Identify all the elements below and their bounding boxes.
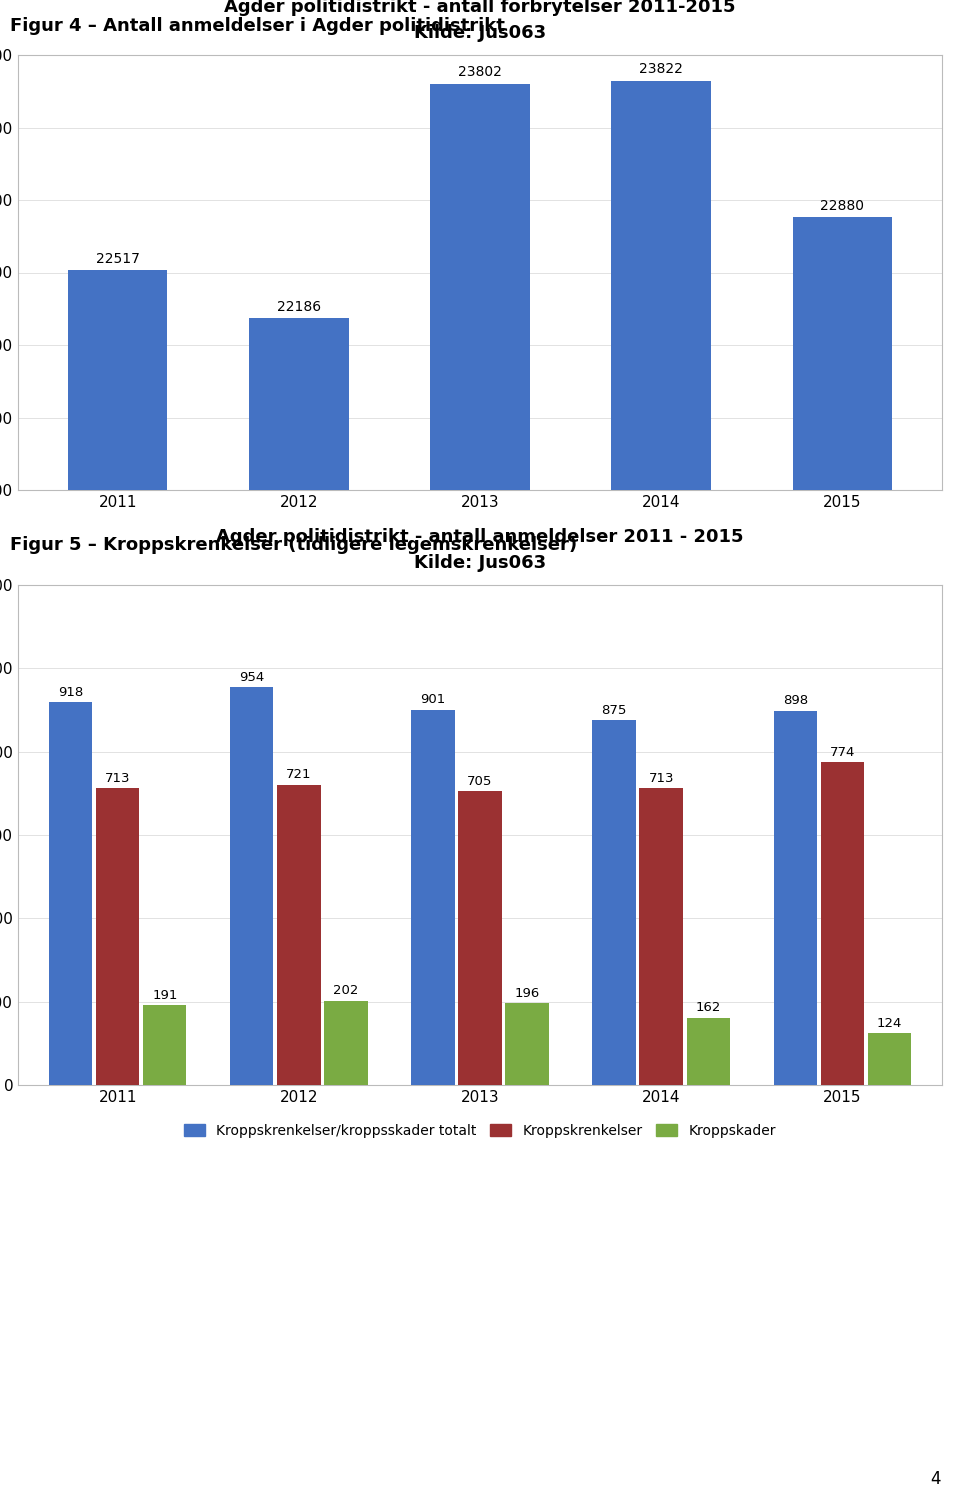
Bar bbox=[592, 720, 636, 1085]
Text: 4: 4 bbox=[930, 1470, 941, 1488]
Bar bbox=[277, 785, 321, 1085]
Legend: Kroppskrenkelser/kroppsskader totalt, Kroppskrenkelser, Kroppskader: Kroppskrenkelser/kroppsskader totalt, Kr… bbox=[179, 1118, 781, 1142]
Text: 22880: 22880 bbox=[821, 199, 864, 213]
Text: 23802: 23802 bbox=[458, 65, 502, 80]
Text: 898: 898 bbox=[782, 694, 807, 708]
Bar bbox=[230, 688, 274, 1085]
Text: 875: 875 bbox=[601, 705, 627, 717]
Bar bbox=[49, 703, 92, 1085]
Bar bbox=[686, 1017, 730, 1085]
Text: 721: 721 bbox=[286, 768, 312, 782]
Text: 196: 196 bbox=[515, 987, 540, 1000]
Bar bbox=[430, 83, 530, 1509]
Text: 954: 954 bbox=[239, 672, 264, 684]
Bar bbox=[458, 791, 502, 1085]
Bar bbox=[639, 788, 683, 1085]
Text: 713: 713 bbox=[105, 771, 131, 785]
Bar bbox=[868, 1034, 911, 1085]
Bar bbox=[324, 1000, 368, 1085]
Title: Agder politidistrikt - antall forbrytelser 2011-2015
Kilde: Jus063: Agder politidistrikt - antall forbrytels… bbox=[225, 0, 735, 42]
Text: 191: 191 bbox=[152, 988, 178, 1002]
Bar bbox=[821, 762, 864, 1085]
Bar bbox=[411, 709, 455, 1085]
Text: Figur 5 – Kroppskrenkelser (tidligere legemskrenkelser): Figur 5 – Kroppskrenkelser (tidligere le… bbox=[10, 536, 577, 554]
Text: 202: 202 bbox=[333, 984, 359, 997]
Text: 918: 918 bbox=[58, 687, 84, 699]
Bar bbox=[249, 318, 348, 1509]
Title: Agder politidistrikt - antall anmeldelser 2011 - 2015
Kilde: Jus063: Agder politidistrikt - antall anmeldelse… bbox=[216, 528, 744, 572]
Bar bbox=[143, 1005, 186, 1085]
Text: 774: 774 bbox=[829, 745, 855, 759]
Bar bbox=[774, 711, 817, 1085]
Text: 23822: 23822 bbox=[639, 62, 684, 77]
Text: 22517: 22517 bbox=[96, 252, 139, 266]
Text: 162: 162 bbox=[696, 1000, 721, 1014]
Bar bbox=[68, 270, 167, 1509]
Text: 901: 901 bbox=[420, 693, 445, 706]
Bar bbox=[505, 1003, 549, 1085]
Bar bbox=[96, 788, 139, 1085]
Text: 22186: 22186 bbox=[276, 300, 321, 314]
Bar bbox=[793, 217, 892, 1509]
Text: Figur 4 – Antall anmeldelser i Agder politidistrikt: Figur 4 – Antall anmeldelser i Agder pol… bbox=[10, 17, 504, 35]
Text: 705: 705 bbox=[468, 776, 492, 788]
Text: 124: 124 bbox=[876, 1017, 902, 1031]
Text: 713: 713 bbox=[648, 771, 674, 785]
Bar bbox=[612, 81, 711, 1509]
